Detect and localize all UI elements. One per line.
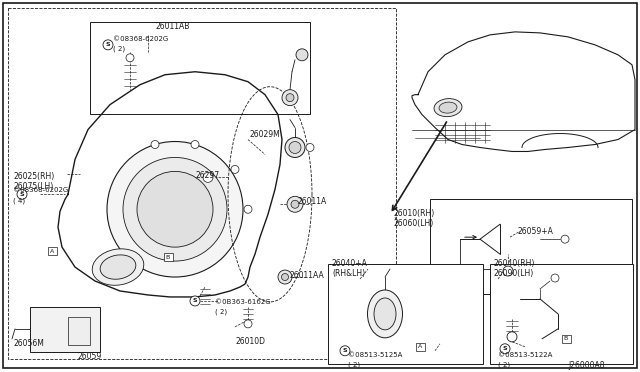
Text: 26011A: 26011A <box>298 197 327 206</box>
Circle shape <box>306 144 314 151</box>
Text: 26011AB: 26011AB <box>155 22 189 31</box>
Circle shape <box>126 54 134 62</box>
Circle shape <box>285 138 305 157</box>
Circle shape <box>500 344 510 354</box>
Ellipse shape <box>367 290 403 338</box>
Bar <box>90 22 310 113</box>
Text: ( 2): ( 2) <box>498 362 510 368</box>
Circle shape <box>289 141 301 154</box>
Text: ( 2): ( 2) <box>113 46 125 52</box>
Text: ©0B363-6162G: ©0B363-6162G <box>215 299 271 305</box>
Circle shape <box>191 141 199 148</box>
Circle shape <box>503 266 513 276</box>
Circle shape <box>123 157 227 261</box>
Text: B: B <box>166 254 170 260</box>
Circle shape <box>291 200 299 208</box>
Text: 26029M: 26029M <box>250 129 281 138</box>
Text: ( 2): ( 2) <box>215 309 227 315</box>
Text: ( 2): ( 2) <box>348 362 360 368</box>
Text: 26025(RH): 26025(RH) <box>13 172 54 182</box>
Circle shape <box>340 346 350 356</box>
Circle shape <box>551 274 559 282</box>
Text: ©08368-6202G: ©08368-6202G <box>13 187 68 193</box>
Circle shape <box>244 320 252 328</box>
Ellipse shape <box>434 99 462 117</box>
Text: 26059: 26059 <box>78 352 102 361</box>
Text: S: S <box>502 346 508 351</box>
Text: 26040(RH): 26040(RH) <box>494 259 536 268</box>
Bar <box>328 264 483 364</box>
Circle shape <box>282 90 298 106</box>
Circle shape <box>137 171 213 247</box>
Ellipse shape <box>92 249 144 285</box>
Circle shape <box>296 49 308 61</box>
Circle shape <box>103 40 113 50</box>
Circle shape <box>231 166 239 173</box>
Text: 26040+A: 26040+A <box>332 259 368 268</box>
Bar <box>163 253 173 261</box>
Circle shape <box>507 332 517 342</box>
Bar <box>490 264 633 364</box>
Bar <box>68 317 90 345</box>
Circle shape <box>190 296 200 306</box>
Circle shape <box>561 235 569 243</box>
Text: S: S <box>106 42 110 47</box>
Text: A: A <box>418 344 422 349</box>
Bar <box>47 247 56 255</box>
Text: 26090(LH): 26090(LH) <box>494 269 534 278</box>
Bar <box>561 335 570 343</box>
Text: S: S <box>193 298 197 304</box>
Text: ©08368-6202G: ©08368-6202G <box>113 36 168 42</box>
Bar <box>30 307 100 352</box>
Text: 26075(LH): 26075(LH) <box>13 182 53 191</box>
Ellipse shape <box>374 298 396 330</box>
Circle shape <box>282 273 289 280</box>
Text: A: A <box>50 248 54 254</box>
Text: 26056M: 26056M <box>13 339 44 348</box>
Text: ©08513-5122A: ©08513-5122A <box>498 352 552 358</box>
Text: ( 4): ( 4) <box>13 197 25 204</box>
Circle shape <box>107 141 243 277</box>
Text: 26059+A: 26059+A <box>518 227 554 236</box>
Circle shape <box>244 205 252 213</box>
Text: J26000A8: J26000A8 <box>568 361 605 370</box>
Circle shape <box>278 270 292 284</box>
Ellipse shape <box>439 102 457 113</box>
Text: S: S <box>20 192 24 197</box>
Bar <box>415 343 424 351</box>
Circle shape <box>151 141 159 148</box>
Circle shape <box>287 196 303 212</box>
Text: ©08513-5125A: ©08513-5125A <box>348 352 403 358</box>
Text: 26010(RH): 26010(RH) <box>393 209 435 218</box>
Circle shape <box>286 94 294 102</box>
Ellipse shape <box>100 255 136 279</box>
Text: B: B <box>564 336 568 341</box>
Circle shape <box>17 189 27 199</box>
Text: 26010D: 26010D <box>235 337 265 346</box>
Text: 26060(LH): 26060(LH) <box>393 219 433 228</box>
Text: 26011AA: 26011AA <box>290 271 324 280</box>
Text: (RH&LH): (RH&LH) <box>332 269 365 278</box>
Bar <box>8 8 396 359</box>
Text: S: S <box>342 348 348 353</box>
Circle shape <box>203 172 213 182</box>
Bar <box>430 199 632 294</box>
Text: 26297: 26297 <box>195 171 219 180</box>
